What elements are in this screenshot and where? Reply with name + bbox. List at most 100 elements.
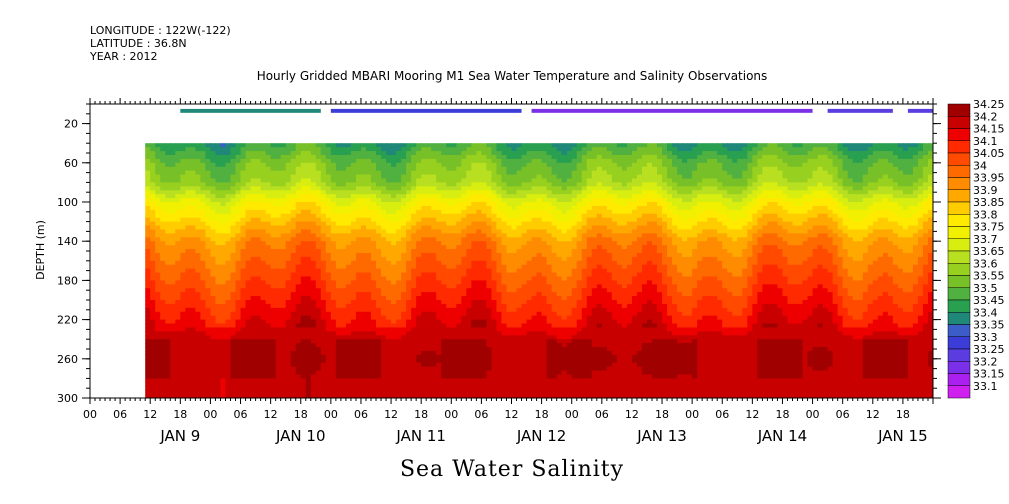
heatmap-cell bbox=[165, 166, 171, 172]
heatmap-cell bbox=[290, 303, 297, 309]
heatmap-cell bbox=[466, 264, 472, 270]
heatmap-cell bbox=[195, 174, 201, 180]
heatmap-cell bbox=[456, 311, 462, 317]
heatmap-cell bbox=[451, 335, 457, 340]
heatmap-cell bbox=[335, 331, 342, 336]
heatmap-cell bbox=[456, 307, 462, 313]
heatmap-cell bbox=[210, 209, 217, 215]
heatmap-cell bbox=[335, 249, 342, 254]
heatmap-cell bbox=[371, 386, 377, 391]
heatmap-cell bbox=[180, 260, 186, 266]
heatmap-cell bbox=[315, 303, 322, 309]
heatmap-cell bbox=[290, 264, 297, 270]
heatmap-cell bbox=[360, 186, 367, 191]
heatmap-cell bbox=[406, 370, 412, 376]
heatmap-cell bbox=[305, 260, 312, 266]
heatmap-cell bbox=[471, 147, 477, 152]
heatmap-cell bbox=[476, 221, 482, 227]
heatmap-cell bbox=[466, 292, 472, 297]
heatmap-cell bbox=[290, 335, 297, 340]
heatmap-cell bbox=[491, 370, 498, 376]
heatmap-cell bbox=[481, 205, 488, 211]
heatmap-cell bbox=[165, 213, 171, 219]
heatmap-cell bbox=[185, 303, 191, 309]
heatmap-cell bbox=[170, 170, 176, 176]
heatmap-cell bbox=[371, 264, 377, 270]
heatmap-cell bbox=[376, 335, 382, 340]
heatmap-cell bbox=[355, 147, 362, 152]
heatmap-cell bbox=[315, 288, 322, 293]
heatmap-cell bbox=[220, 166, 227, 172]
heatmap-cell bbox=[150, 280, 156, 285]
heatmap-cell bbox=[456, 170, 462, 176]
heatmap-cell bbox=[476, 241, 482, 246]
heatmap-cell bbox=[501, 245, 508, 250]
heatmap-cell bbox=[260, 354, 267, 360]
heatmap-cell bbox=[441, 370, 447, 376]
heatmap-cell bbox=[155, 366, 161, 372]
heatmap-cell bbox=[516, 335, 523, 340]
heatmap-cell bbox=[381, 154, 387, 160]
heatmap-cell bbox=[320, 217, 327, 223]
heatmap-cell bbox=[406, 323, 412, 329]
heatmap-cell bbox=[516, 256, 523, 262]
heatmap-cell bbox=[406, 292, 412, 297]
heatmap-cell bbox=[245, 331, 252, 336]
heatmap-cell bbox=[421, 260, 427, 266]
heatmap-cell bbox=[466, 151, 472, 156]
heatmap-cell bbox=[220, 268, 227, 274]
heatmap-cell bbox=[521, 205, 528, 211]
heatmap-cell bbox=[295, 237, 302, 242]
heatmap-cell bbox=[210, 378, 217, 383]
heatmap-cell bbox=[441, 260, 447, 266]
heatmap-cell bbox=[396, 386, 402, 391]
heatmap-cell bbox=[360, 256, 367, 262]
heatmap-cell bbox=[300, 307, 307, 313]
heatmap-cell bbox=[185, 378, 191, 383]
heatmap-cell bbox=[210, 327, 217, 332]
heatmap-cell bbox=[305, 307, 312, 313]
heatmap-cell bbox=[501, 394, 508, 398]
heatmap-cell bbox=[491, 374, 498, 379]
heatmap-cell bbox=[210, 319, 217, 325]
heatmap-cell bbox=[486, 268, 493, 274]
heatmap-cell bbox=[376, 241, 382, 246]
heatmap-cell bbox=[406, 268, 412, 274]
heatmap-cell bbox=[476, 151, 482, 156]
heatmap-cell bbox=[486, 225, 493, 231]
heatmap-cell bbox=[170, 221, 176, 227]
heatmap-cell bbox=[501, 343, 508, 348]
heatmap-cell bbox=[401, 260, 407, 266]
heatmap-cell bbox=[310, 151, 317, 156]
heatmap-cell bbox=[431, 339, 437, 344]
heatmap-cell bbox=[290, 237, 297, 242]
heatmap-cell bbox=[335, 358, 342, 364]
heatmap-cell bbox=[195, 229, 201, 234]
heatmap-cell bbox=[275, 354, 282, 360]
heatmap-cell bbox=[180, 276, 186, 281]
heatmap-cell bbox=[240, 350, 247, 356]
heatmap-cell bbox=[310, 370, 317, 376]
heatmap-cell bbox=[185, 370, 191, 376]
heatmap-cell bbox=[215, 256, 222, 262]
heatmap-cell bbox=[205, 147, 212, 152]
heatmap-cell bbox=[436, 303, 442, 309]
heatmap-cell bbox=[381, 241, 387, 246]
heatmap-cell bbox=[230, 158, 237, 164]
heatmap-cell bbox=[330, 245, 337, 250]
heatmap-cell bbox=[391, 288, 397, 293]
heatmap-cell bbox=[330, 358, 337, 364]
heatmap-cell bbox=[406, 213, 412, 219]
heatmap-cell bbox=[376, 315, 382, 321]
heatmap-cell bbox=[446, 358, 452, 364]
heatmap-cell bbox=[456, 335, 462, 340]
heatmap-cell bbox=[250, 370, 257, 376]
heatmap-cell bbox=[250, 296, 257, 301]
heatmap-cell bbox=[481, 202, 488, 207]
heatmap-cell bbox=[145, 331, 151, 336]
heatmap-cell bbox=[160, 249, 166, 254]
heatmap-cell bbox=[255, 245, 262, 250]
heatmap-cell bbox=[165, 151, 171, 156]
heatmap-cell bbox=[391, 225, 397, 231]
heatmap-cell bbox=[526, 276, 533, 281]
